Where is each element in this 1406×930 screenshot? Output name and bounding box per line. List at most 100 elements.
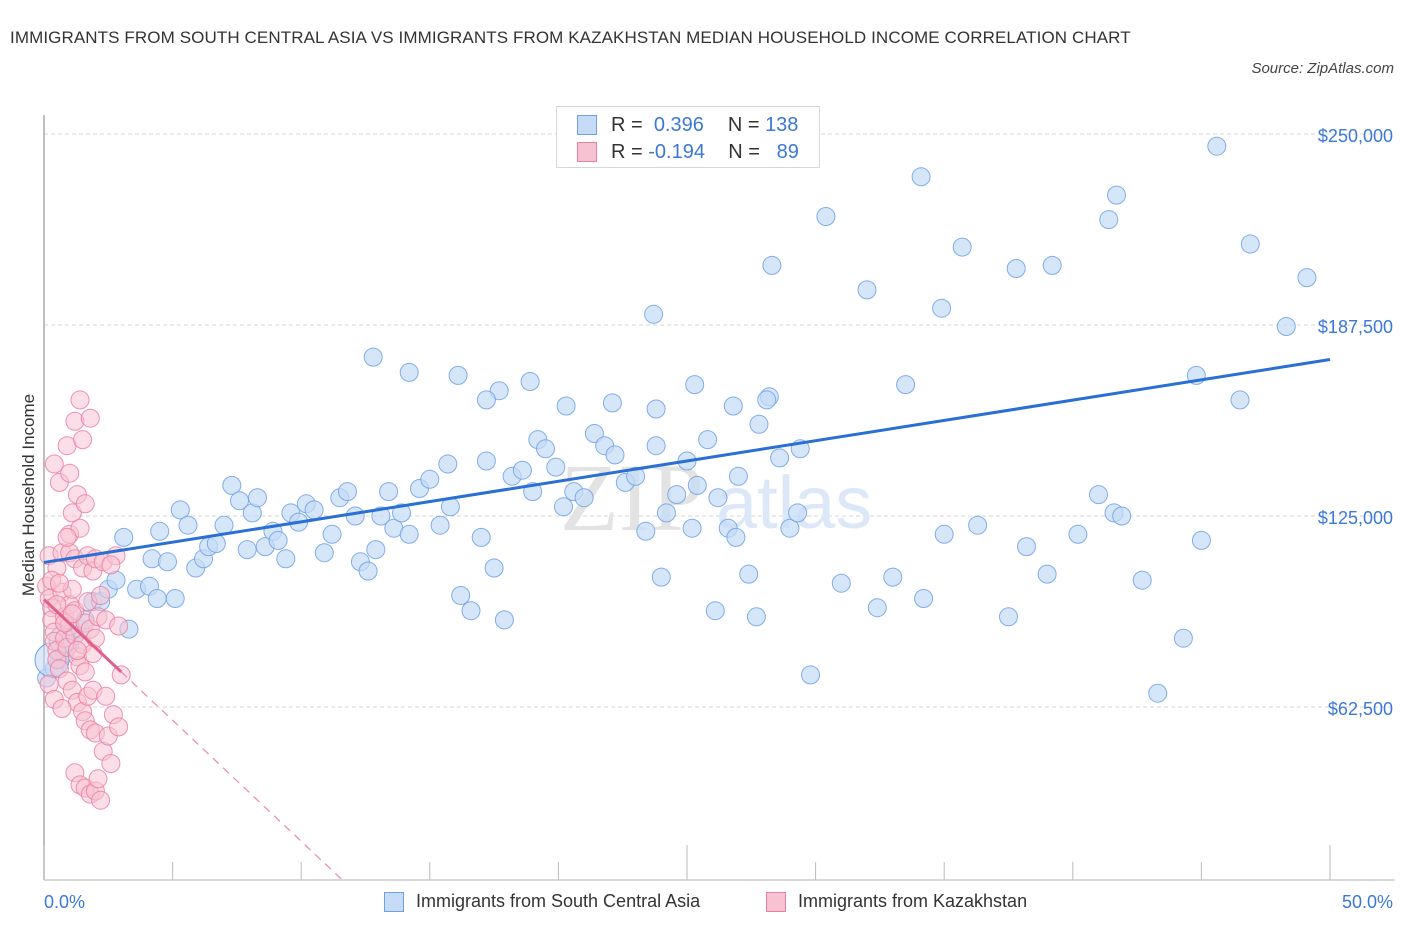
- legend-item-south-central-asia[interactable]: Immigrants from South Central Asia: [384, 891, 700, 912]
- data-point: [574, 488, 594, 508]
- n-label: N =: [727, 113, 760, 136]
- x-tick-labels: 0.0% 50.0%: [44, 892, 1393, 912]
- y-tick-label: $62,500: [1328, 699, 1393, 719]
- data-point: [934, 524, 954, 544]
- data-point: [399, 524, 419, 544]
- data-point: [1037, 564, 1057, 584]
- n-label: N =: [728, 140, 760, 163]
- data-point: [1068, 524, 1088, 544]
- data-point: [546, 457, 566, 477]
- data-point: [1148, 683, 1168, 703]
- data-point: [1132, 570, 1152, 590]
- data-point: [770, 448, 790, 468]
- series-kazakhstan: [37, 390, 131, 810]
- data-point: [67, 641, 87, 660]
- data-point: [476, 390, 496, 410]
- data-point: [780, 518, 800, 538]
- data-point: [150, 521, 170, 541]
- data-point: [762, 255, 782, 275]
- data-point: [512, 460, 532, 480]
- r-label: R =: [611, 113, 643, 136]
- stats-legend: R = 0.396 N = 138 R = -0.194 N = 89: [556, 106, 820, 168]
- y-tick-label: $125,000: [1318, 508, 1393, 528]
- data-point: [248, 488, 267, 508]
- data-point: [91, 586, 111, 605]
- n-value: 89: [776, 140, 799, 163]
- data-point: [831, 573, 851, 593]
- data-point: [142, 549, 162, 569]
- data-point: [363, 347, 383, 367]
- data-point: [222, 475, 242, 495]
- data-point: [911, 167, 931, 187]
- data-point: [96, 686, 116, 706]
- data-point: [746, 607, 766, 627]
- data-point: [237, 540, 257, 560]
- data-point: [158, 552, 177, 572]
- data-point: [101, 754, 121, 773]
- data-point: [1042, 255, 1062, 275]
- data-point: [968, 515, 988, 535]
- source-label: Source: ZipAtlas.com: [1251, 60, 1394, 77]
- data-point: [685, 375, 705, 395]
- data-point: [605, 445, 625, 465]
- data-point: [438, 454, 458, 474]
- data-point: [451, 586, 471, 605]
- data-point: [65, 411, 85, 431]
- data-point: [70, 518, 90, 538]
- data-point: [1173, 628, 1193, 648]
- data-point: [857, 280, 877, 300]
- data-point: [314, 543, 334, 563]
- data-point: [147, 589, 167, 608]
- data-point: [366, 540, 386, 560]
- data-point: [109, 616, 129, 636]
- series-south-central-asia: [34, 136, 1317, 703]
- data-point: [520, 372, 540, 391]
- data-point: [322, 524, 342, 544]
- data-point: [304, 500, 324, 520]
- data-point: [1207, 136, 1227, 156]
- y-tick-label: $187,500: [1318, 317, 1393, 337]
- data-point: [1099, 210, 1119, 230]
- data-point: [345, 506, 365, 526]
- data-point: [268, 530, 288, 550]
- data-point: [461, 601, 481, 621]
- chart-title: IMMIGRANTS FROM SOUTH CENTRAL ASIA VS IM…: [10, 28, 1131, 47]
- data-point: [932, 298, 952, 318]
- data-point: [75, 494, 95, 514]
- y-tick-labels: $62,500 $125,000 $187,500 $250,000: [1318, 126, 1393, 719]
- data-point: [73, 430, 93, 450]
- n-value: 138: [765, 113, 799, 136]
- data-point: [399, 362, 419, 382]
- y-axis-title: Median Household Income: [19, 394, 38, 596]
- data-point: [656, 503, 676, 523]
- data-point: [1276, 317, 1296, 336]
- data-point: [484, 558, 504, 578]
- data-point: [358, 561, 378, 581]
- data-point: [723, 396, 743, 416]
- data-point: [170, 500, 190, 520]
- data-point: [1017, 537, 1036, 557]
- data-point: [816, 207, 836, 226]
- data-point: [728, 466, 748, 486]
- data-point: [165, 589, 185, 608]
- data-point: [111, 665, 131, 685]
- data-point: [698, 430, 718, 450]
- data-point: [1112, 506, 1132, 526]
- data-point: [44, 454, 64, 474]
- data-point: [75, 662, 95, 682]
- data-point: [867, 598, 887, 618]
- data-point: [49, 573, 69, 593]
- data-point: [749, 414, 769, 434]
- legend-label: Immigrants from Kazakhstan: [798, 891, 1028, 911]
- data-point: [1107, 185, 1126, 205]
- data-point: [70, 390, 90, 410]
- data-point: [667, 485, 687, 505]
- stats-row-south-central-asia: R = 0.396 N = 138: [577, 112, 798, 138]
- r-value: -0.194: [648, 140, 705, 163]
- data-point: [1006, 259, 1026, 278]
- data-point: [584, 424, 604, 443]
- legend-item-kazakhstan[interactable]: Immigrants from Kazakhstan: [766, 891, 1027, 912]
- r-label: R =: [611, 140, 643, 163]
- legend-swatch-blue: [384, 891, 404, 912]
